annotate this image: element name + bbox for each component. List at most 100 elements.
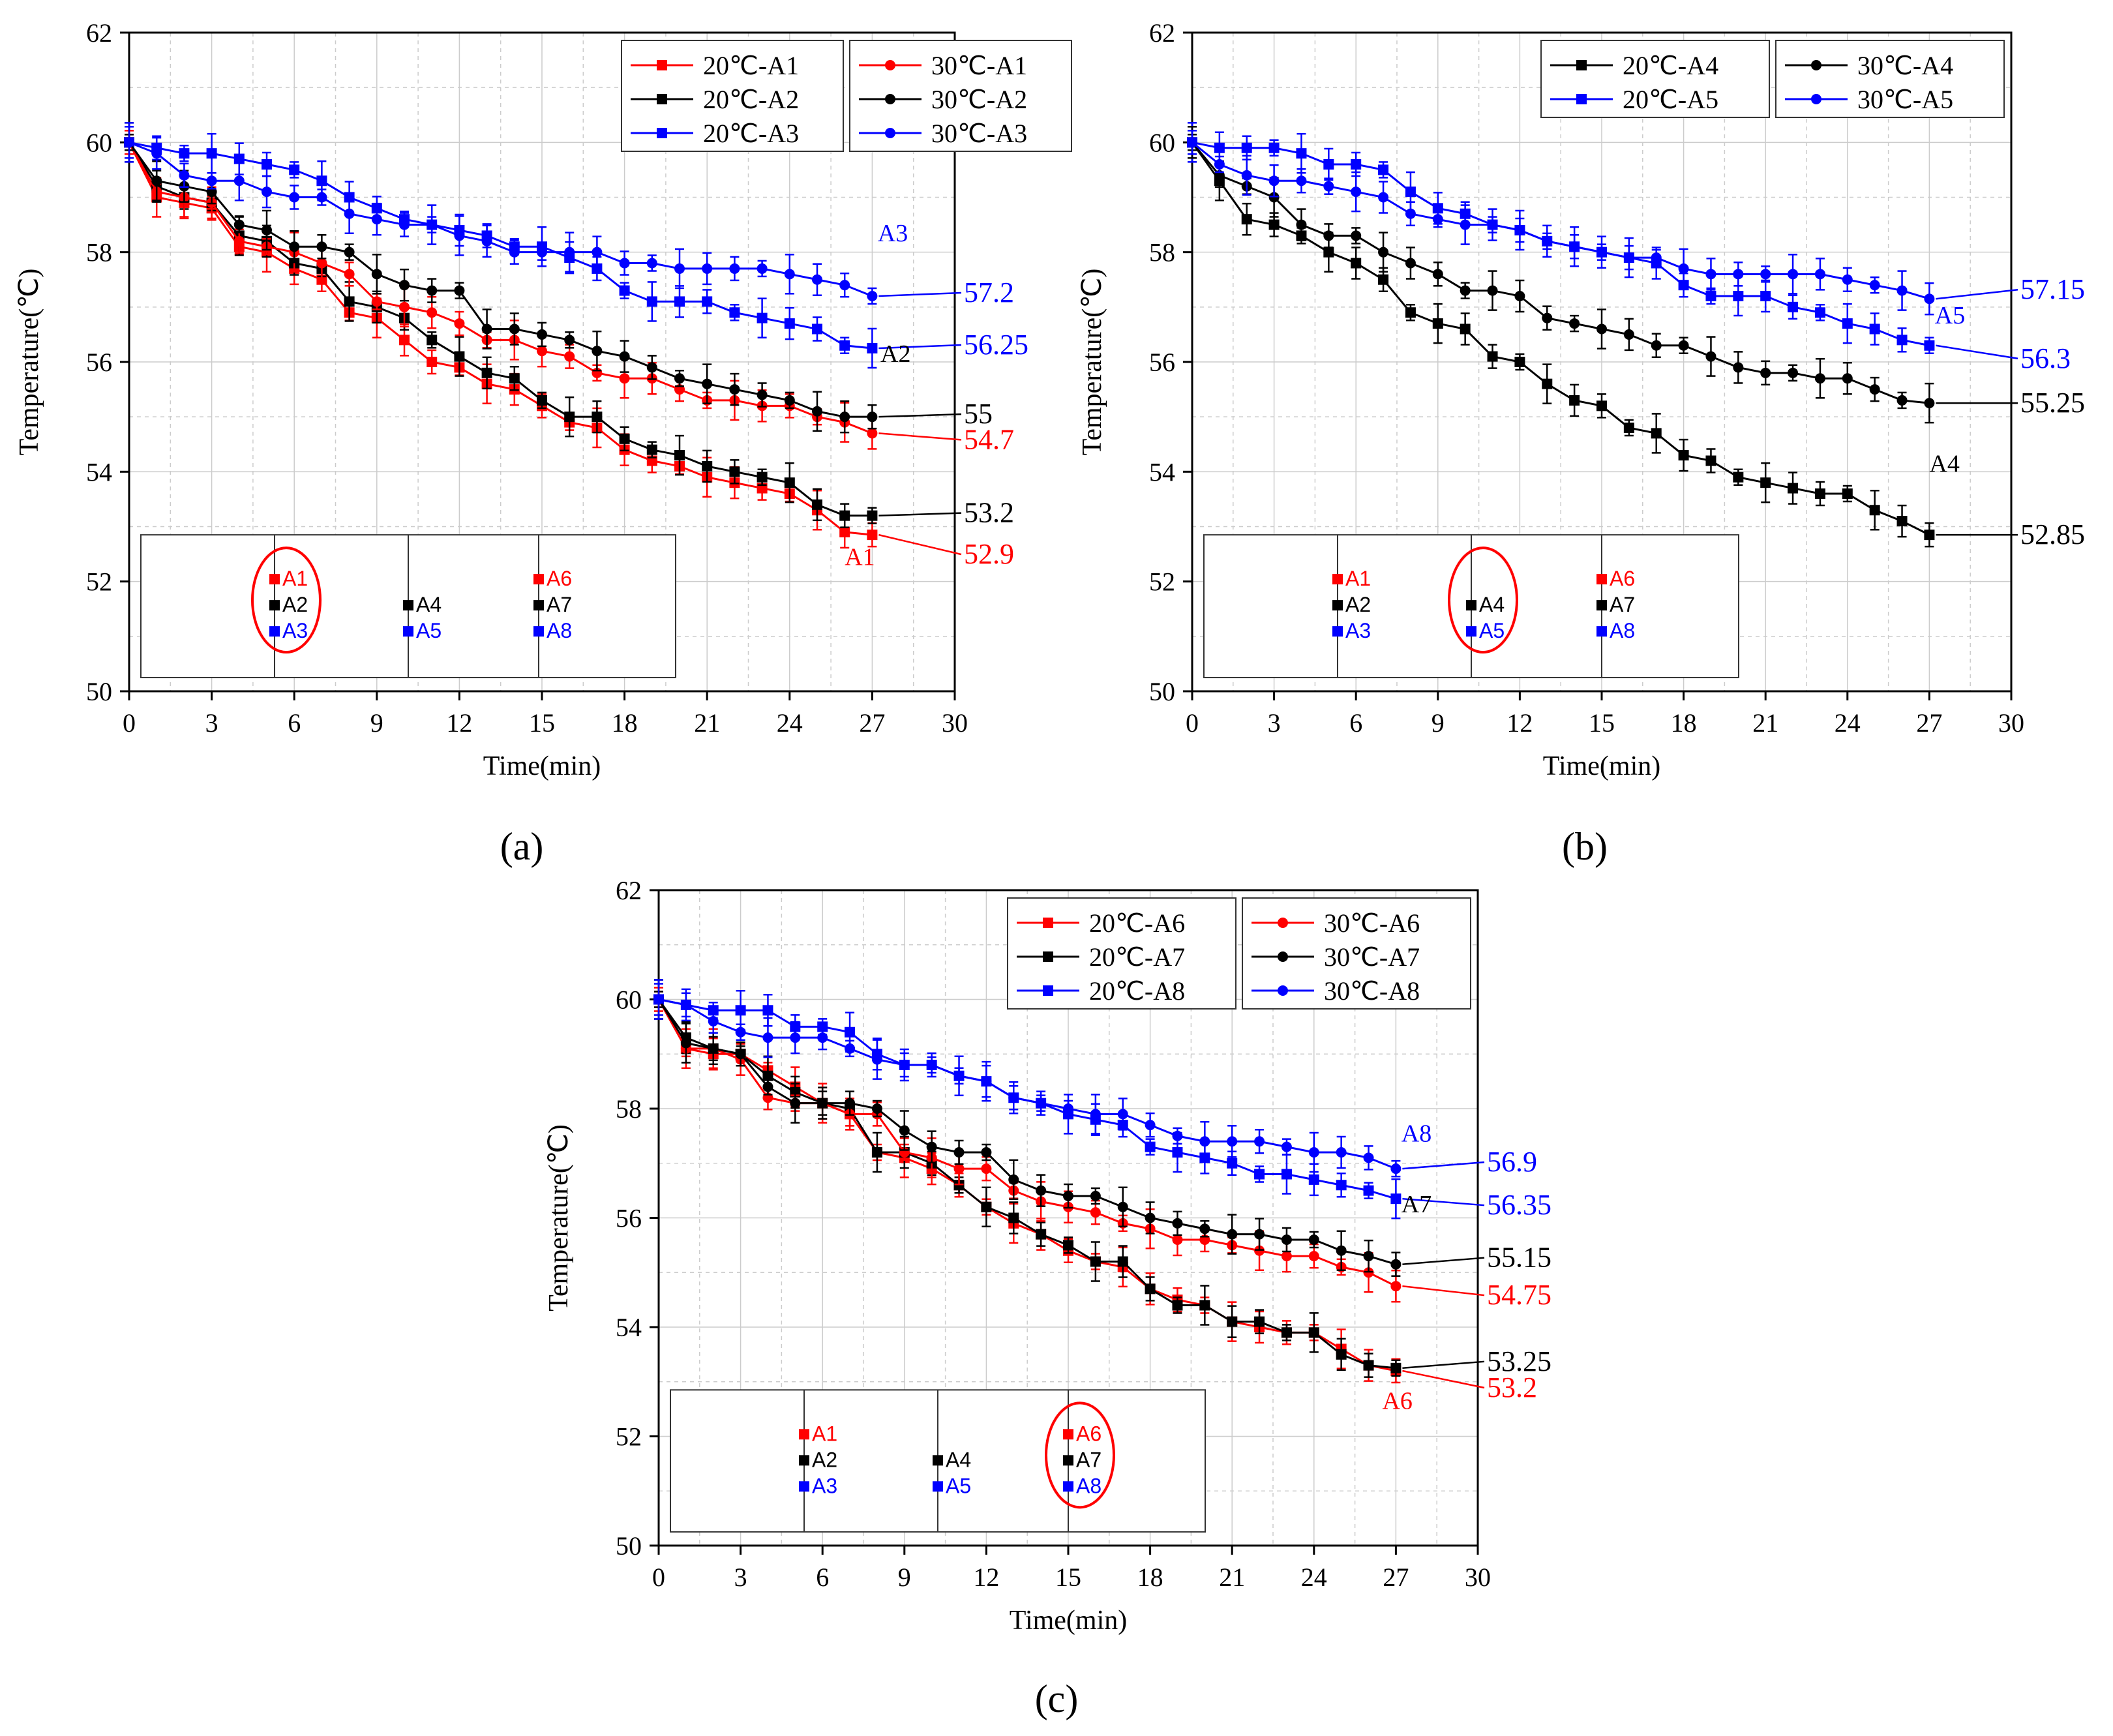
data-point xyxy=(371,296,382,307)
data-point xyxy=(1281,1141,1292,1152)
end-label-leader xyxy=(878,533,962,556)
data-point xyxy=(1896,516,1908,527)
series-30℃-A7 xyxy=(653,991,1401,1277)
data-point xyxy=(1896,285,1908,296)
inset-marker xyxy=(533,626,544,637)
y-axis-title: Temperature(℃) xyxy=(544,1124,574,1311)
data-point xyxy=(1199,1136,1210,1147)
data-point xyxy=(1036,1229,1047,1240)
data-point xyxy=(817,1032,828,1043)
data-point xyxy=(399,301,410,312)
panel-c-chart: 0 3 6 9 12 15 18 21 24 27 30 50 52 54 56 58 60 62 Time(min… xyxy=(544,876,1551,1636)
data-point xyxy=(1814,269,1825,280)
data-point xyxy=(1254,1229,1265,1240)
data-point xyxy=(1323,159,1334,170)
data-point xyxy=(1281,1169,1292,1180)
x-axis-title: Time(min) xyxy=(1543,751,1660,781)
y-tick-label: 60 xyxy=(86,128,112,157)
data-point xyxy=(702,460,713,471)
x-tick-label: 18 xyxy=(1671,708,1697,738)
data-point xyxy=(839,412,850,423)
data-point xyxy=(1842,488,1853,499)
y-tick-label: 50 xyxy=(1149,677,1175,706)
data-point xyxy=(206,148,217,159)
series-line xyxy=(657,998,1396,1369)
data-point xyxy=(674,263,685,274)
data-point xyxy=(1814,307,1825,318)
inset-highlight-circle xyxy=(1045,1401,1115,1509)
legend-entry-label: 20℃-A4 xyxy=(1623,51,1718,80)
legend-swatch-marker xyxy=(885,94,895,104)
data-point xyxy=(1678,340,1689,351)
y-tick-label: 50 xyxy=(616,1531,642,1561)
data-point xyxy=(757,389,768,400)
data-point xyxy=(1172,1147,1183,1158)
data-point xyxy=(1924,293,1935,305)
panel-label-c: (c) xyxy=(1035,1677,1079,1720)
data-point xyxy=(262,187,272,198)
inset-marker xyxy=(1063,1455,1073,1466)
data-point xyxy=(1924,530,1935,541)
data-point xyxy=(646,296,657,307)
legend-box xyxy=(1775,40,2005,118)
data-point xyxy=(784,395,795,406)
end-value-label: 56.25 xyxy=(964,329,1028,361)
data-point xyxy=(592,247,603,258)
inset-marker xyxy=(799,1429,809,1440)
data-point xyxy=(316,175,327,187)
data-point xyxy=(757,263,768,274)
data-point xyxy=(871,1103,882,1114)
data-point xyxy=(1172,1218,1183,1229)
data-point xyxy=(1117,1256,1128,1267)
data-point xyxy=(427,335,438,346)
data-point xyxy=(1705,291,1716,301)
data-point xyxy=(845,1026,856,1038)
data-point xyxy=(1227,1316,1238,1327)
data-point xyxy=(1432,318,1443,329)
data-point xyxy=(1145,1141,1156,1152)
data-point xyxy=(784,477,795,488)
end-label-leader xyxy=(1402,1161,1485,1170)
data-point xyxy=(1390,1259,1401,1270)
data-point xyxy=(1678,263,1689,274)
data-point xyxy=(1405,307,1416,318)
data-point xyxy=(1788,483,1799,494)
data-point xyxy=(1172,1130,1183,1141)
data-point xyxy=(1788,269,1799,280)
data-point xyxy=(481,367,492,378)
series-30℃-A8 xyxy=(653,979,1401,1178)
y-tick-label: 58 xyxy=(616,1094,642,1124)
data-point xyxy=(1814,488,1825,499)
y-tick-label: 56 xyxy=(86,348,112,377)
data-point xyxy=(1842,373,1853,384)
series-line xyxy=(1191,142,1930,404)
x-tick-label: 27 xyxy=(1383,1563,1409,1592)
data-point xyxy=(1145,1120,1156,1131)
data-point xyxy=(1351,159,1362,170)
data-point xyxy=(1623,329,1634,340)
x-tick-label: 24 xyxy=(1835,708,1861,738)
data-point xyxy=(1705,269,1716,280)
end-value-label: 54.7 xyxy=(964,423,1014,455)
data-point xyxy=(653,994,664,1005)
data-point xyxy=(371,214,382,225)
x-tick-label: 0 xyxy=(652,1563,665,1592)
inset-label: A3 xyxy=(812,1474,837,1497)
series-30℃-A3 xyxy=(124,122,878,305)
inset-label: A1 xyxy=(1345,567,1371,590)
data-point xyxy=(1308,1147,1319,1158)
data-point xyxy=(1268,175,1280,187)
inset-label: A7 xyxy=(1076,1448,1101,1471)
data-point xyxy=(1296,148,1307,159)
x-axis-title: Time(min) xyxy=(483,751,601,781)
data-point xyxy=(316,241,327,252)
data-point xyxy=(680,1038,691,1049)
legend-entry-label: 20℃-A1 xyxy=(703,51,799,80)
data-point xyxy=(1323,181,1334,192)
data-point xyxy=(1336,1245,1347,1256)
data-point xyxy=(1172,1300,1183,1311)
series-line xyxy=(658,998,1396,1170)
inset-marker xyxy=(799,1481,809,1492)
data-point xyxy=(845,1098,856,1109)
data-point xyxy=(867,530,878,541)
